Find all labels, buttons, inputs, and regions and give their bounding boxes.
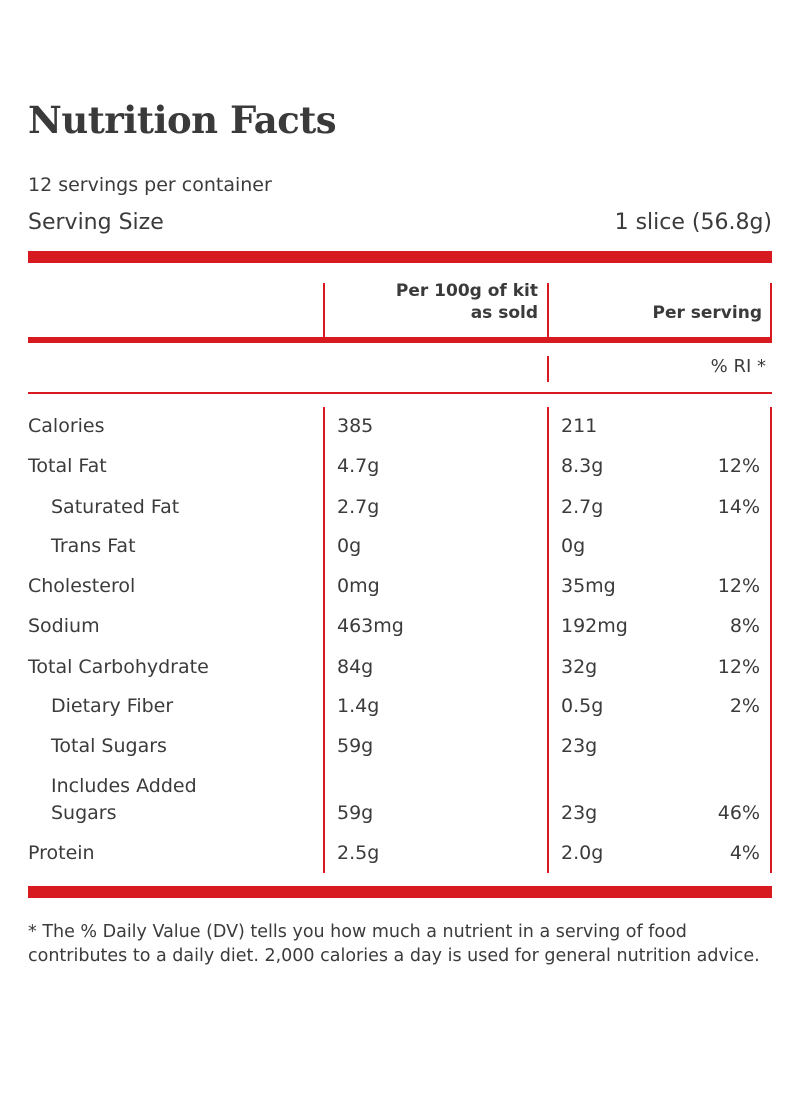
nutrient-name: Dietary Fiber [51, 695, 174, 717]
serving-size-label: Serving Size [28, 210, 164, 235]
ri-value: 12% [717, 575, 760, 597]
per100-value: 2.5g [337, 842, 380, 864]
nutrient-name: Trans Fat [51, 535, 136, 557]
table-row-calories: Calories 385 211 [0, 414, 800, 454]
footnote: * The % Daily Value (DV) tells you how m… [28, 922, 760, 966]
table-row-added-sugars: Includes Added Sugars 59g 23g 46% [0, 774, 800, 830]
ri-divider [547, 356, 549, 382]
header-divider-2 [547, 283, 549, 338]
table-row-total-fat: Total Fat 4.7g 8.3g 12% [0, 454, 800, 494]
header-per-100g-line1: Per 100g of kit [395, 281, 538, 301]
servings-per-container: 12 servings per container [28, 174, 272, 196]
per100-value: 0g [337, 535, 362, 557]
ri-value: 8% [729, 615, 760, 637]
header-divider-3 [770, 283, 772, 338]
serving-value: 0.5g [561, 695, 604, 717]
ri-value: 46% [717, 802, 760, 824]
nutrient-name: Total Sugars [51, 735, 167, 757]
serving-value: 192mg [561, 615, 628, 637]
per100-value: 2.7g [337, 496, 380, 518]
table-row-trans-fat: Trans Fat 0g 0g [0, 534, 800, 574]
nutrient-name: Calories [28, 415, 105, 437]
body-divider-2 [547, 407, 549, 873]
table-row-cholesterol: Cholesterol 0mg 35mg 12% [0, 574, 800, 614]
header-per-100g: Per 100g of kit as sold [330, 280, 538, 324]
table-row-sodium: Sodium 463mg 192mg 8% [0, 614, 800, 654]
body-divider-3 [770, 407, 772, 873]
serving-value: 2.0g [561, 842, 604, 864]
nutrient-name: Cholesterol [28, 575, 136, 597]
header-per-100g-line2: as sold [470, 303, 538, 323]
serving-value: 8.3g [561, 455, 604, 477]
serving-value: 0g [561, 535, 586, 557]
header-rule [28, 337, 772, 343]
serving-value: 35mg [561, 575, 616, 597]
table-row-saturated-fat: Saturated Fat 2.7g 2.7g 14% [0, 495, 800, 535]
nutrient-name-line1: Includes Added [51, 775, 197, 797]
nutrient-name: Total Fat [28, 455, 107, 477]
serving-value: 211 [561, 415, 598, 437]
nutrient-name: Saturated Fat [51, 496, 180, 518]
ri-value: 12% [717, 455, 760, 477]
serving-value: 23g [561, 735, 598, 757]
bottom-thick-rule [28, 886, 772, 898]
per100-value: 0mg [337, 575, 380, 597]
per100-value: 59g [337, 802, 374, 824]
serving-size-value: 1 slice (56.8g) [614, 210, 772, 235]
page-title: Nutrition Facts [28, 98, 337, 142]
per100-value: 1.4g [337, 695, 380, 717]
nutrient-name: Total Carbohydrate [28, 656, 209, 678]
ri-value: 4% [729, 842, 760, 864]
table-row-total-carbohydrate: Total Carbohydrate 84g 32g 12% [0, 655, 800, 695]
nutrient-name: Protein [28, 842, 95, 864]
header-divider-1 [323, 283, 325, 338]
serving-value: 2.7g [561, 496, 604, 518]
per100-value: 4.7g [337, 455, 380, 477]
table-row-protein: Protein 2.5g 2.0g 4% [0, 841, 800, 881]
ri-rule [28, 392, 772, 394]
table-row-dietary-fiber: Dietary Fiber 1.4g 0.5g 2% [0, 694, 800, 734]
per100-value: 59g [337, 735, 374, 757]
ri-value: 14% [717, 496, 760, 518]
table-row-total-sugars: Total Sugars 59g 23g [0, 734, 800, 774]
nutrient-name-line2: Sugars [51, 802, 117, 824]
nutrient-name: Sodium [28, 615, 100, 637]
ri-header: % RI * [710, 356, 766, 377]
per100-value: 385 [337, 415, 374, 437]
ri-value: 2% [729, 695, 760, 717]
serving-value: 23g [561, 802, 598, 824]
header-per-serving: Per serving [652, 303, 762, 323]
serving-value: 32g [561, 656, 598, 678]
body-divider-1 [323, 407, 325, 873]
per100-value: 463mg [337, 615, 404, 637]
ri-value: 12% [717, 656, 760, 678]
per100-value: 84g [337, 656, 374, 678]
top-thick-rule [28, 251, 772, 263]
